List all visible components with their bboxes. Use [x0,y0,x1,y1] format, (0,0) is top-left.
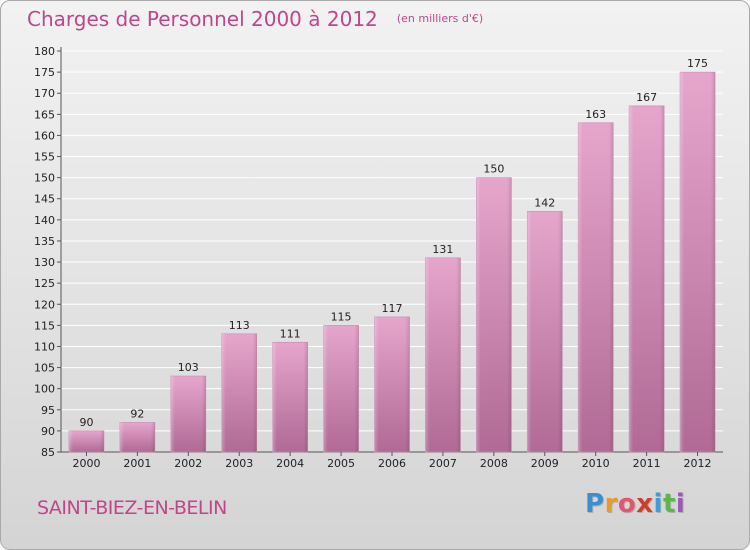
data-label: 92 [130,407,144,420]
bar-shading [680,72,716,453]
location-name: SAINT-BIEZ-EN-BELIN [37,497,227,519]
y-tick-label: 125 [34,277,55,290]
unit-note: (en milliers d'€) [396,12,484,25]
data-label: 167 [636,91,657,104]
x-tick-label: 2003 [225,457,253,470]
y-tick-label: 135 [34,235,55,248]
bar-shading [221,333,257,452]
data-label: 103 [178,361,199,374]
logo-letter: t [662,489,676,519]
y-tick-label: 120 [34,298,55,311]
y-tick-label: 110 [34,340,55,353]
y-tick-label: 130 [34,256,55,269]
chart-title: Charges de Personnel 2000 à 2012 [27,7,378,31]
data-label: 113 [229,319,250,332]
bar-shading [323,325,359,452]
data-label: 111 [280,327,301,340]
x-tick-label: 2009 [531,457,559,470]
data-label: 90 [79,416,93,429]
bar-shading [476,177,512,452]
y-tick-label: 140 [34,214,55,227]
logo-letter: x [636,489,654,519]
data-label: 117 [382,302,403,315]
x-tick-label: 2001 [123,457,151,470]
y-tick-label: 160 [34,129,55,142]
bar-shading [527,211,563,452]
data-label: 115 [331,310,352,323]
data-label: 163 [585,108,606,121]
logo-letter: i [653,489,663,519]
logo-letter: i [675,489,686,519]
data-label: 142 [534,196,555,209]
x-tick-label: 2007 [429,457,457,470]
data-label: 150 [483,163,504,176]
bar-shading [272,342,308,452]
y-tick-label: 100 [34,383,55,396]
bar-shading [578,122,614,452]
y-tick-label: 90 [41,425,55,438]
y-tick-label: 85 [41,446,55,459]
y-tick-label: 170 [34,87,55,100]
x-tick-label: 2002 [174,457,202,470]
logo-letter: o [617,489,637,519]
proxiti-logo: Proxiti [585,489,685,519]
logo-letter: r [604,489,618,519]
x-tick-label: 2000 [72,457,100,470]
y-tick-label: 175 [34,66,55,79]
bar-shading [119,422,155,452]
chart-header: Charges de Personnel 2000 à 2012 (en mil… [27,7,483,31]
y-tick-label: 180 [34,45,55,58]
x-tick-label: 2004 [276,457,304,470]
y-tick-label: 145 [34,193,55,206]
bar-shading [170,376,206,452]
y-tick-label: 95 [41,404,55,417]
y-tick-label: 155 [34,151,55,164]
x-tick-label: 2006 [378,457,406,470]
logo-letter: P [585,489,605,519]
bar-shading [425,257,461,452]
x-tick-label: 2010 [582,457,610,470]
y-tick-label: 165 [34,108,55,121]
x-tick-label: 2012 [684,457,712,470]
bar-shading [68,430,104,452]
y-tick-label: 105 [34,362,55,375]
x-tick-label: 2005 [327,457,355,470]
bar-shading [629,105,665,452]
x-tick-label: 2008 [480,457,508,470]
y-tick-label: 150 [34,172,55,185]
y-tick-label: 115 [34,319,55,332]
data-label: 175 [687,57,708,70]
x-tick-label: 2011 [633,457,661,470]
bar-shading [374,316,410,452]
data-label: 131 [432,243,453,256]
